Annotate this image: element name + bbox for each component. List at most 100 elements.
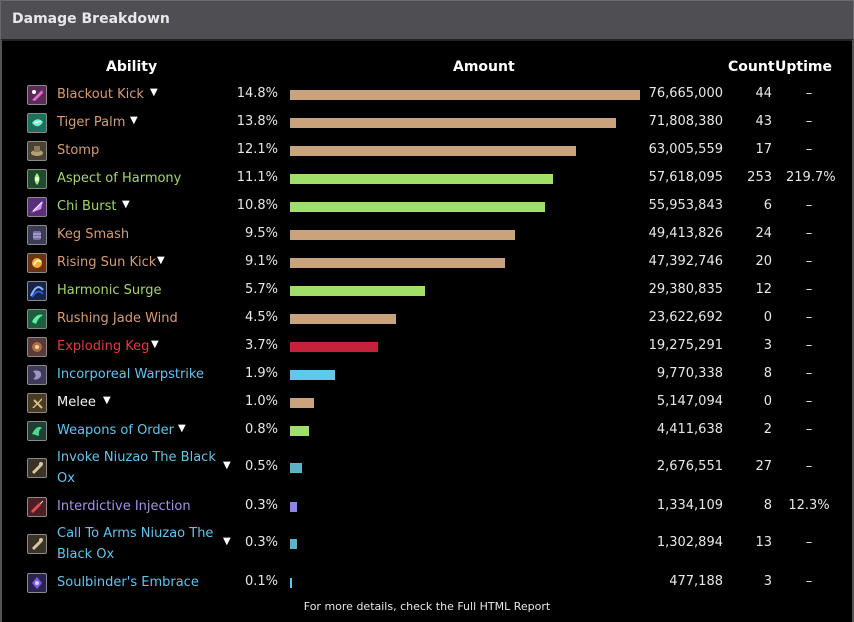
table-row[interactable]: Chi Burst ▼ 10.8% 55,953,843 6 – [0, 193, 854, 221]
damage-amount: 4,411,638 [656, 422, 723, 437]
hit-count: 8 [763, 498, 772, 513]
table-row[interactable]: Harmonic Surge 5.7% 29,380,835 12 – [0, 277, 854, 305]
stomp-icon [27, 141, 47, 161]
damage-amount: 76,665,000 [648, 86, 723, 101]
ability-name[interactable]: Tiger Palm [57, 115, 126, 130]
hit-count: 20 [755, 254, 772, 269]
hit-count: 3 [763, 574, 772, 589]
ability-name[interactable]: Rising Sun Kick [57, 255, 157, 270]
hit-count: 12 [755, 282, 772, 297]
ability-name[interactable]: Interdictive Injection [57, 499, 191, 514]
hit-count: 0 [763, 310, 772, 325]
panel-border-left [0, 40, 2, 622]
column-header-uptime[interactable]: Uptime [775, 59, 832, 75]
soulbinders-embrace-icon [27, 573, 47, 593]
ability-name[interactable]: Stomp [57, 143, 100, 158]
hit-count: 253 [747, 170, 772, 185]
damage-amount: 1,334,109 [656, 498, 723, 513]
ability-name[interactable]: Blackout Kick [57, 87, 144, 102]
ability-name[interactable]: Aspect of Harmony [57, 171, 182, 186]
expand-dropdown-icon[interactable]: ▼ [130, 115, 138, 126]
hit-count: 6 [763, 198, 772, 213]
ability-name[interactable]: Chi Burst [57, 199, 117, 214]
damage-percent: 10.8% [236, 198, 278, 213]
uptime-value: – [805, 254, 813, 269]
hit-count: 24 [755, 226, 772, 241]
expand-dropdown-icon[interactable]: ▼ [223, 460, 231, 471]
uptime-value: – [805, 86, 813, 101]
expand-dropdown-icon[interactable]: ▼ [157, 255, 165, 266]
table-row[interactable]: Incorporeal Warpstrike 1.9% 9,770,338 8 – [0, 361, 854, 389]
uptime-value: – [805, 366, 813, 381]
rising-sun-kick-icon [27, 253, 47, 273]
expand-dropdown-icon[interactable]: ▼ [103, 395, 111, 406]
uptime-value: – [805, 310, 813, 325]
damage-amount: 71,808,380 [648, 114, 723, 129]
table-row[interactable]: Aspect of Harmony 11.1% 57,618,095 253 219.7… [0, 165, 854, 193]
damage-bar [290, 202, 545, 212]
table-row[interactable]: Rushing Jade Wind 4.5% 23,622,692 0 – [0, 305, 854, 333]
ability-name[interactable]: Weapons of Order [57, 423, 175, 438]
damage-bar [290, 502, 297, 512]
hit-count: 3 [763, 338, 772, 353]
panel-titlebar[interactable]: Damage Breakdown [0, 0, 854, 41]
damage-amount: 1,302,894 [656, 535, 723, 550]
keg-smash-icon [27, 225, 47, 245]
table-row[interactable]: Weapons of Order ▼ 0.8% 4,411,638 2 – [0, 417, 854, 445]
table-row[interactable]: Stomp 12.1% 63,005,559 17 – [0, 137, 854, 165]
damage-percent: 0.8% [244, 422, 278, 437]
column-header-count[interactable]: Count [728, 59, 775, 75]
expand-dropdown-icon[interactable]: ▼ [151, 339, 159, 350]
table-row[interactable]: Tiger Palm ▼ 13.8% 71,808,380 43 – [0, 109, 854, 137]
table-row[interactable]: Call To Arms Niuzao The Black Ox ▼ 0.3% 1,3… [0, 526, 854, 562]
table-row[interactable]: Soulbinder's Embrace 0.1% 477,188 3 – [0, 569, 854, 597]
table-row[interactable]: Keg Smash 9.5% 49,413,826 24 – [0, 221, 854, 249]
table-row[interactable]: Blackout Kick ▼ 14.8% 76,665,000 44 – [0, 81, 854, 109]
table-row[interactable]: Exploding Keg ▼ 3.7% 19,275,291 3 – [0, 333, 854, 361]
damage-bar [290, 463, 302, 473]
column-header-ability[interactable]: Ability [106, 59, 158, 75]
table-row[interactable]: Melee ▼ 1.0% 5,147,094 0 – [0, 389, 854, 417]
uptime-value: – [805, 338, 813, 353]
damage-percent: 0.1% [244, 574, 278, 589]
hit-count: 13 [755, 535, 772, 550]
ability-name[interactable]: Melee [57, 395, 96, 410]
ability-name[interactable]: Exploding Keg [57, 339, 150, 354]
expand-dropdown-icon[interactable]: ▼ [122, 199, 130, 210]
damage-percent: 13.8% [236, 114, 278, 129]
damage-bar [290, 146, 576, 156]
uptime-value: 12.3% [788, 498, 830, 513]
damage-percent: 1.0% [244, 394, 278, 409]
damage-bar [290, 342, 378, 352]
ability-name[interactable]: Soulbinder's Embrace [57, 575, 199, 590]
damage-percent: 0.3% [244, 535, 278, 550]
rushing-jade-wind-icon [27, 309, 47, 329]
hit-count: 0 [763, 394, 772, 409]
expand-dropdown-icon[interactable]: ▼ [178, 423, 186, 434]
ability-name[interactable]: Harmonic Surge [57, 283, 162, 298]
table-row[interactable]: Interdictive Injection 0.3% 1,334,109 8 12.3… [0, 493, 854, 521]
ability-name[interactable]: Incorporeal Warpstrike [57, 367, 204, 382]
table-row[interactable]: Rising Sun Kick ▼ 9.1% 47,392,746 20 – [0, 249, 854, 277]
damage-bar [290, 398, 314, 408]
damage-bar [290, 426, 309, 436]
expand-dropdown-icon[interactable]: ▼ [150, 87, 158, 98]
uptime-value: – [805, 535, 813, 550]
damage-percent: 1.9% [244, 366, 278, 381]
blackout-kick-icon [27, 85, 47, 105]
column-header-amount[interactable]: Amount [453, 59, 515, 75]
ability-name[interactable]: Invoke Niuzao The Black Ox [57, 450, 216, 486]
damage-bar [290, 286, 425, 296]
table-row[interactable]: Invoke Niuzao The Black Ox ▼ 0.5% 2,676,551… [0, 450, 854, 486]
ability-name[interactable]: Call To Arms Niuzao The Black Ox [57, 526, 214, 562]
invoke-niuzao-icon [27, 458, 47, 478]
damage-amount: 5,147,094 [656, 394, 723, 409]
call-to-arms-niuzao-icon [27, 534, 47, 554]
expand-dropdown-icon[interactable]: ▼ [223, 536, 231, 547]
exploding-keg-icon [27, 337, 47, 357]
ability-name[interactable]: Rushing Jade Wind [57, 311, 178, 326]
damage-percent: 9.1% [244, 254, 278, 269]
damage-bar [290, 230, 515, 240]
uptime-value: – [805, 142, 813, 157]
ability-name[interactable]: Keg Smash [57, 227, 130, 242]
